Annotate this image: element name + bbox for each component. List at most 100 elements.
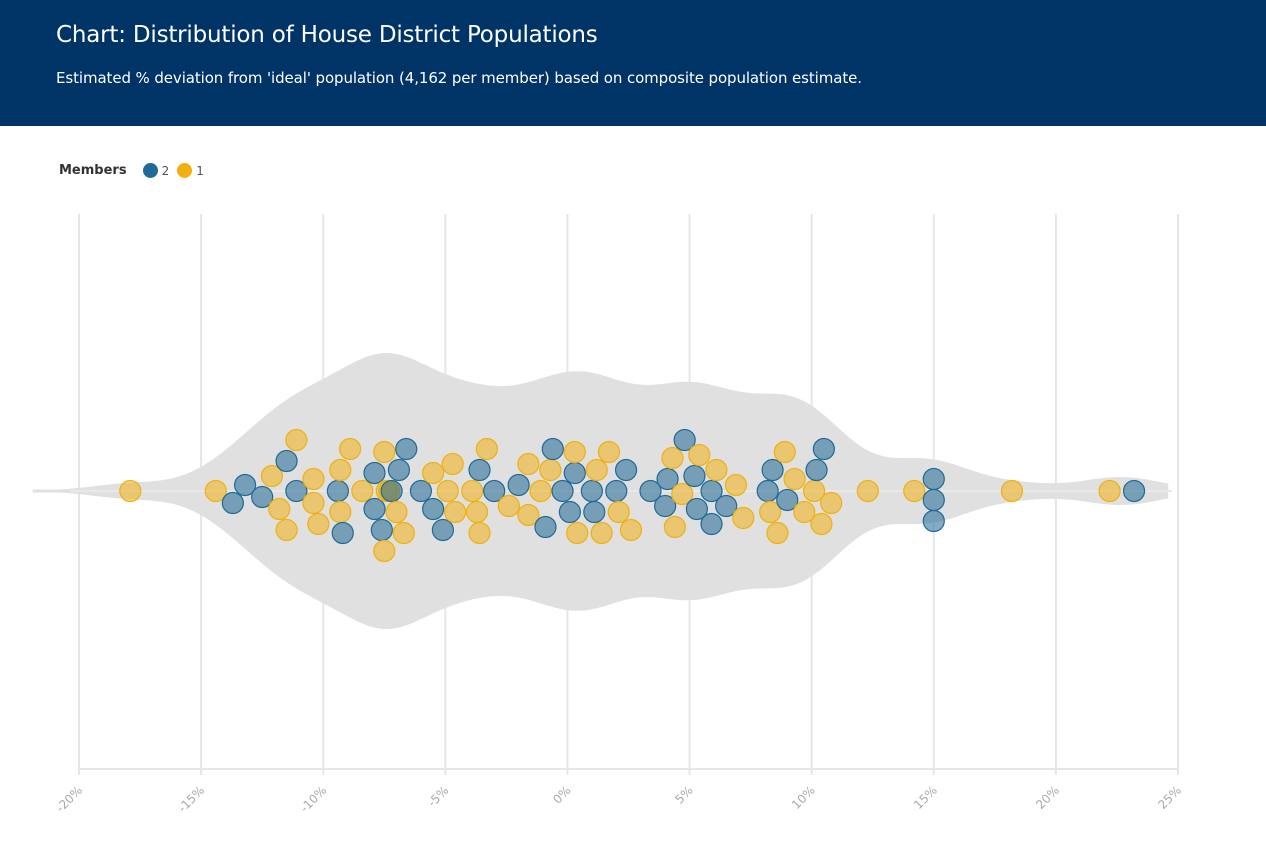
district-dot-members-2[interactable] [756,479,779,503]
district-dot-members-2[interactable] [922,488,945,512]
district-dot-members-2[interactable] [583,500,606,524]
district-dot-members-1[interactable] [688,443,711,467]
district-dot-members-1[interactable] [302,467,325,491]
district-dot-members-1[interactable] [705,458,728,482]
district-dot-members-2[interactable] [331,521,354,545]
district-dot-members-2[interactable] [639,479,662,503]
district-dot-members-2[interactable] [422,497,445,521]
district-dot-members-1[interactable] [773,440,796,464]
district-dot-members-2[interactable] [409,479,433,503]
district-dot-members-1[interactable] [590,521,613,545]
district-dot-members-1[interactable] [307,512,330,536]
district-dot-members-1[interactable] [475,437,498,461]
district-dot-members-1[interactable] [373,440,396,464]
district-dot-members-2[interactable] [761,458,784,482]
district-dot-members-1[interactable] [1000,479,1024,503]
district-dot-members-1[interactable] [517,452,540,476]
district-dot-members-2[interactable] [685,497,708,521]
district-dot-members-1[interactable] [759,500,782,524]
district-dot-members-2[interactable] [922,509,945,533]
district-dot-members-2[interactable] [251,485,274,509]
district-dot-members-1[interactable] [497,494,520,518]
district-dot-members-2[interactable] [541,437,564,461]
district-dot-members-1[interactable] [1098,479,1121,503]
district-dot-members-1[interactable] [465,500,489,524]
district-dot-members-1[interactable] [783,467,806,491]
district-dot-members-1[interactable] [529,479,552,503]
district-dot-members-1[interactable] [422,461,445,485]
district-dot-members-1[interactable] [441,452,464,476]
legend-item-2-members[interactable]: 2 [142,163,169,178]
district-dot-members-2[interactable] [812,437,835,461]
district-dot-members-2[interactable] [656,467,679,491]
district-dot-members-2[interactable] [776,488,799,512]
district-dot-members-2[interactable] [700,512,723,536]
district-dot-members-1[interactable] [338,437,362,461]
district-dot-members-2[interactable] [363,461,386,485]
district-dot-members-1[interactable] [468,521,491,545]
district-dot-members-1[interactable] [663,515,687,539]
district-dot-members-2[interactable] [654,494,677,518]
district-dot-members-2[interactable] [395,437,418,461]
district-dot-members-2[interactable] [431,518,454,542]
district-dot-members-1[interactable] [607,500,630,524]
district-dot-members-1[interactable] [119,479,142,503]
district-dot-members-1[interactable] [302,491,325,515]
district-dot-members-2[interactable] [468,458,491,482]
district-dot-members-1[interactable] [732,506,755,530]
district-dot-members-2[interactable] [715,494,738,518]
district-dot-members-2[interactable] [483,479,506,503]
district-dot-members-1[interactable] [204,479,227,503]
district-dot-members-1[interactable] [563,440,586,464]
district-dot-members-1[interactable] [329,500,352,524]
district-dot-members-2[interactable] [326,479,349,503]
district-dot-members-2[interactable] [233,473,257,497]
district-dot-members-2[interactable] [580,479,603,503]
district-dot-members-2[interactable] [805,458,828,482]
district-dot-members-1[interactable] [793,500,816,524]
district-dot-members-1[interactable] [539,458,562,482]
district-dot-members-1[interactable] [285,428,308,452]
district-dot-members-1[interactable] [260,464,284,488]
district-dot-members-2[interactable] [285,479,308,503]
district-dot-members-1[interactable] [856,479,879,503]
district-dot-members-1[interactable] [597,440,621,464]
district-dot-members-1[interactable] [392,521,415,545]
district-dot-members-1[interactable] [436,479,459,503]
district-dot-members-2[interactable] [221,491,244,515]
district-dot-members-2[interactable] [563,461,586,485]
district-dot-members-1[interactable] [566,521,589,545]
district-dot-members-2[interactable] [700,479,723,503]
district-dot-members-2[interactable] [363,497,386,521]
district-dot-members-1[interactable] [766,521,789,545]
district-dot-members-1[interactable] [275,518,298,542]
district-dot-members-1[interactable] [724,473,748,497]
district-dot-members-2[interactable] [507,473,530,497]
district-dot-members-1[interactable] [517,503,540,527]
district-dot-members-1[interactable] [810,512,833,536]
district-dot-members-1[interactable] [373,539,396,563]
district-dot-members-1[interactable] [268,497,291,521]
district-dot-members-2[interactable] [551,479,574,503]
district-dot-members-2[interactable] [922,467,945,491]
district-dot-members-1[interactable] [661,446,684,470]
district-dot-members-2[interactable] [683,464,706,488]
district-dot-members-2[interactable] [614,458,638,482]
district-dot-members-1[interactable] [329,458,352,482]
district-dot-members-1[interactable] [351,479,374,503]
district-dot-members-2[interactable] [370,518,393,542]
district-dot-members-1[interactable] [461,479,484,503]
district-dot-members-1[interactable] [820,491,843,515]
district-dot-members-2[interactable] [673,428,696,452]
district-dot-members-2[interactable] [1122,479,1146,503]
district-dot-members-2[interactable] [558,500,581,524]
district-dot-members-1[interactable] [585,458,608,482]
district-dot-members-1[interactable] [619,518,643,542]
district-dot-members-1[interactable] [444,500,467,524]
district-dot-members-2[interactable] [534,515,557,539]
district-dot-members-2[interactable] [605,479,628,503]
legend-item-1-member[interactable]: 1 [177,163,204,178]
district-dot-members-2[interactable] [387,458,411,482]
district-dot-members-1[interactable] [671,482,694,506]
district-dot-members-2[interactable] [275,449,298,473]
